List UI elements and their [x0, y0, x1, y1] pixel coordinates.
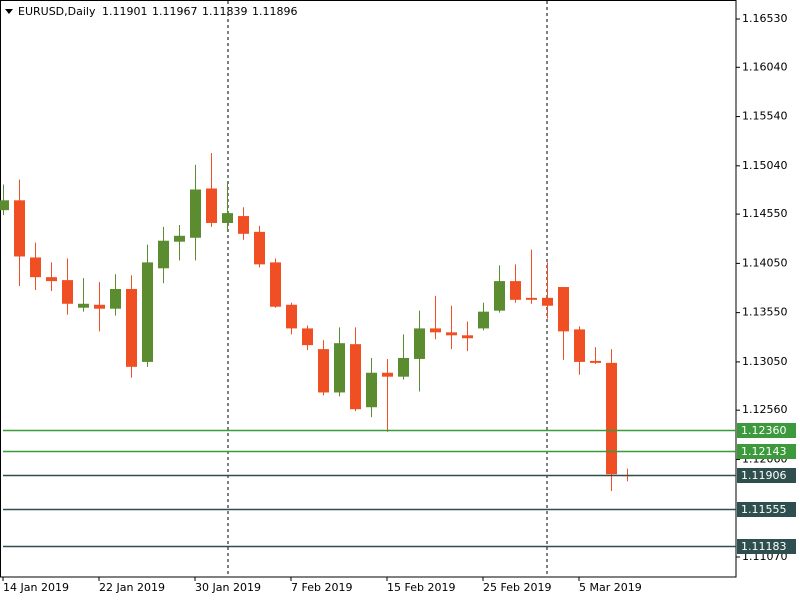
- candle-body: [558, 287, 569, 332]
- candle-body: [478, 311, 489, 329]
- candle-body: [494, 281, 505, 311]
- y-tick-label: 1.15040: [742, 159, 788, 172]
- price-level-label: 1.12143: [741, 445, 787, 458]
- y-tick-label: 1.13050: [742, 355, 788, 368]
- header-open: 1.11901: [102, 5, 148, 18]
- price-level-box: [737, 444, 796, 459]
- candle-body: [462, 335, 473, 339]
- y-tick-label: 1.16040: [742, 60, 788, 73]
- x-tick-label: 22 Jan 2019: [99, 581, 165, 594]
- candle-body: [286, 304, 297, 329]
- candle-body: [78, 303, 89, 308]
- candle-body: [30, 257, 41, 278]
- candle-body: [94, 304, 105, 309]
- candle-body: [398, 357, 409, 377]
- x-tick-label: 5 Mar 2019: [579, 581, 642, 594]
- candle-body: [334, 343, 345, 393]
- candle-body: [542, 297, 553, 306]
- candle-body: [206, 188, 217, 223]
- candle-body: [62, 280, 73, 304]
- price-level-box: [737, 423, 796, 438]
- candle-body: [302, 328, 313, 346]
- x-tick-label: 7 Feb 2019: [291, 581, 352, 594]
- candle-body: [270, 262, 281, 307]
- candle-body: [46, 277, 57, 282]
- y-tick-label: 1.12560: [742, 403, 788, 416]
- header-close: 1.11896: [252, 5, 298, 18]
- x-tick-label: 30 Jan 2019: [195, 581, 261, 594]
- candle-body: [590, 360, 601, 363]
- candle-body: [606, 362, 617, 475]
- x-tick-label: 25 Feb 2019: [483, 581, 551, 594]
- candle-body: [318, 349, 329, 393]
- candle-body: [174, 235, 185, 242]
- candle-body: [414, 328, 425, 359]
- candle-body: [446, 332, 457, 336]
- plot-area: [0, 153, 633, 491]
- y-tick-label: 1.13550: [742, 306, 788, 319]
- header-low: 1.11839: [202, 5, 248, 18]
- y-tick-label: 1.15540: [742, 110, 788, 123]
- candle-body: [14, 200, 25, 257]
- candle-body: [350, 344, 361, 410]
- candle-body: [366, 372, 377, 408]
- price-level-box: [737, 539, 796, 554]
- y-tick-label: 1.14050: [742, 256, 788, 269]
- x-tick-label: 15 Feb 2019: [387, 581, 455, 594]
- chart-title: EURUSD,Daily: [18, 5, 96, 18]
- candle-body: [238, 216, 249, 234]
- price-level-box: [737, 468, 796, 483]
- candle-body: [142, 262, 153, 362]
- candle-body: [254, 231, 265, 265]
- candle-body: [222, 213, 233, 223]
- price-level-label: 1.11555: [741, 503, 787, 516]
- header-high: 1.11967: [152, 5, 198, 18]
- plot-frame: [0, 0, 737, 578]
- candle-body: [574, 329, 585, 362]
- candle-body: [110, 288, 121, 309]
- y-tick-label: 1.16530: [742, 12, 788, 25]
- candle-body: [510, 281, 521, 300]
- y-tick-label: 1.14550: [742, 207, 788, 220]
- menu-triangle: [5, 9, 13, 14]
- candle-body: [526, 297, 537, 300]
- candle-body: [126, 288, 137, 367]
- price-level-box: [737, 502, 796, 517]
- price-level-label: 1.11183: [741, 540, 787, 553]
- candle-body: [158, 240, 169, 269]
- candle-body: [382, 372, 393, 377]
- candle-body: [0, 200, 9, 211]
- x-tick-label: 14 Jan 2019: [3, 581, 69, 594]
- candle-body: [190, 189, 201, 238]
- candle-body: [430, 328, 441, 333]
- price-level-label: 1.11906: [741, 469, 787, 482]
- price-level-label: 1.12360: [741, 424, 787, 437]
